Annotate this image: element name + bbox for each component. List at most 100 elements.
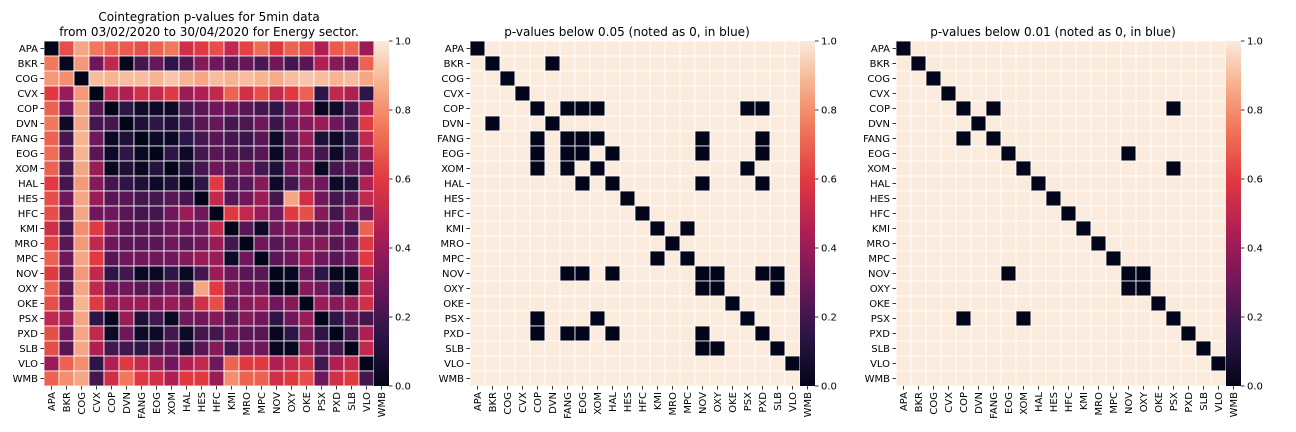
heatmap-cell xyxy=(313,205,330,222)
heatmap-cell xyxy=(1210,250,1227,267)
heatmap-cell xyxy=(1000,40,1017,57)
heatmap-cell xyxy=(58,280,75,297)
heatmap-cell xyxy=(118,130,135,147)
heatmap-cell xyxy=(649,220,666,237)
heatmap-cell xyxy=(1120,100,1137,117)
heatmap-cell xyxy=(910,40,927,57)
heatmap-cell xyxy=(253,175,270,192)
heatmap-cell xyxy=(208,205,225,222)
heatmap-cell xyxy=(895,85,912,102)
heatmap-cell xyxy=(88,205,105,222)
heatmap-cell xyxy=(328,40,345,57)
heatmap-cell xyxy=(103,205,120,222)
heatmap-cell xyxy=(985,100,1002,117)
heatmap-cell xyxy=(73,175,90,192)
x-tick-label: NOV xyxy=(272,392,283,414)
heatmap-cell xyxy=(268,70,285,87)
heatmap-cell xyxy=(223,145,240,162)
heatmap-cell xyxy=(769,175,786,192)
heatmap-cell xyxy=(1150,295,1167,312)
heatmap-cell xyxy=(1105,340,1122,357)
heatmap-cell xyxy=(1165,115,1182,132)
heatmap-cell xyxy=(1015,175,1032,192)
heatmap-cell xyxy=(58,145,75,162)
heatmap-cell xyxy=(1105,235,1122,252)
heatmap-cell xyxy=(178,55,195,72)
heatmap-cell xyxy=(970,295,987,312)
heatmap-cell xyxy=(604,220,621,237)
heatmap-cell xyxy=(118,70,135,87)
heatmap-below-005: p-values below 0.05 (noted as 0, in blue… xyxy=(437,25,837,419)
heatmap-cell xyxy=(253,85,270,102)
heatmap-cell xyxy=(1210,190,1227,207)
heatmap-cell xyxy=(1195,340,1212,357)
heatmap-cell xyxy=(118,160,135,177)
heatmap-cell xyxy=(1060,295,1077,312)
heatmap-cell xyxy=(1195,325,1212,342)
heatmap-cell xyxy=(1015,310,1032,327)
heatmap-cell xyxy=(955,340,972,357)
heatmap-cell xyxy=(163,310,180,327)
heatmap-cell xyxy=(88,280,105,297)
heatmap-cell xyxy=(328,295,345,312)
heatmap-cell xyxy=(1090,265,1107,282)
heatmap-cell xyxy=(1045,325,1062,342)
heatmap-cell xyxy=(358,295,375,312)
heatmap-cell xyxy=(58,355,75,372)
heatmap-cell xyxy=(709,205,726,222)
heatmap-cell xyxy=(619,205,636,222)
heatmap-cell xyxy=(328,160,345,177)
heatmap-cell xyxy=(940,160,957,177)
heatmap-cell xyxy=(1090,370,1107,387)
heatmap-cell xyxy=(709,190,726,207)
heatmap-cell xyxy=(514,280,531,297)
heatmap-cell xyxy=(1150,175,1167,192)
heatmap-cell xyxy=(484,310,501,327)
y-tick-label: COG xyxy=(441,74,464,85)
heatmap-cell xyxy=(193,190,210,207)
heatmap-cell xyxy=(784,115,801,132)
heatmap-cell xyxy=(970,130,987,147)
heatmap-cell xyxy=(178,175,195,192)
heatmap-cell xyxy=(1000,55,1017,72)
heatmap-cell xyxy=(955,295,972,312)
heatmap-cell xyxy=(679,250,696,267)
heatmap-cell xyxy=(970,40,987,57)
heatmap-cell xyxy=(619,355,636,372)
heatmap-cell xyxy=(784,325,801,342)
heatmap-cell xyxy=(1195,235,1212,252)
heatmap-cell xyxy=(148,130,165,147)
heatmap-cell xyxy=(328,55,345,72)
heatmap-cell xyxy=(193,85,210,102)
heatmap-cell xyxy=(58,340,75,357)
colorbar-tick-label: 0.4 xyxy=(821,244,837,255)
heatmap-cell xyxy=(529,205,546,222)
heatmap-cell xyxy=(1015,115,1032,132)
heatmap-cell xyxy=(484,100,501,117)
heatmap-cell xyxy=(1150,235,1167,252)
heatmap-cell xyxy=(1060,265,1077,282)
heatmap-cell xyxy=(1015,250,1032,267)
heatmap-cell xyxy=(739,205,756,222)
heatmap-title: Cointegration p-values for 5min data xyxy=(98,10,319,24)
heatmap-cell xyxy=(1090,355,1107,372)
heatmap-cell xyxy=(238,130,255,147)
heatmap-cell xyxy=(925,265,942,282)
heatmap-cell xyxy=(343,130,360,147)
heatmap-cell xyxy=(739,295,756,312)
heatmap-cell xyxy=(1165,175,1182,192)
heatmap-cell xyxy=(193,115,210,132)
y-tick-label: NOV xyxy=(442,269,464,280)
heatmap-cell xyxy=(484,190,501,207)
heatmap-cell xyxy=(148,100,165,117)
heatmap-cell xyxy=(619,40,636,57)
heatmap-cell xyxy=(784,235,801,252)
heatmap-cell xyxy=(985,325,1002,342)
heatmap-cell xyxy=(88,130,105,147)
heatmap-cell xyxy=(1000,325,1017,342)
x-tick-label: KMI xyxy=(227,392,238,410)
heatmap-cell xyxy=(634,115,651,132)
heatmap-cell xyxy=(223,250,240,267)
heatmap-cell xyxy=(619,130,636,147)
x-tick-label: OXY xyxy=(1139,391,1150,412)
